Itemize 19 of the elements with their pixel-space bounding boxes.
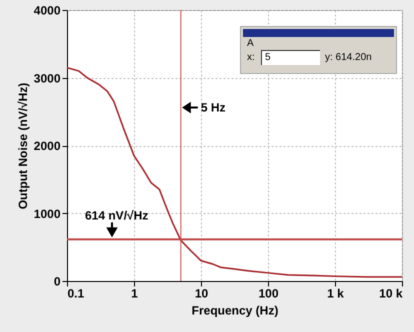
y-tick-label: 4000 xyxy=(34,4,61,18)
annotation: A xyxy=(247,38,254,49)
y-axis-title: Output Noise (nV/√Hz) xyxy=(16,82,30,210)
x-tick-label: 10 k xyxy=(379,286,403,300)
y-tick-label: 3000 xyxy=(34,71,61,86)
y-tick-label: 1000 xyxy=(34,206,61,221)
x-tick-label: 0.1 xyxy=(68,286,85,300)
ref-line-label: 614 nV/√Hz xyxy=(85,208,148,222)
x-axis-title: Frequency (Hz) xyxy=(192,304,278,318)
x-tick-label: 1 k xyxy=(327,286,344,300)
x-tick-label: 100 xyxy=(258,286,279,300)
y-tick-label: 0 xyxy=(54,274,61,288)
ref-line-label: 5 Hz xyxy=(200,100,226,115)
x-tick-label: 10 xyxy=(194,286,208,300)
annotation: x: xyxy=(247,52,255,63)
annotation: 5 xyxy=(265,52,271,63)
y-tick-label: 2000 xyxy=(34,139,61,153)
x-tick-label: 1 xyxy=(131,286,138,300)
annotation: y: 614.20n xyxy=(325,52,372,63)
